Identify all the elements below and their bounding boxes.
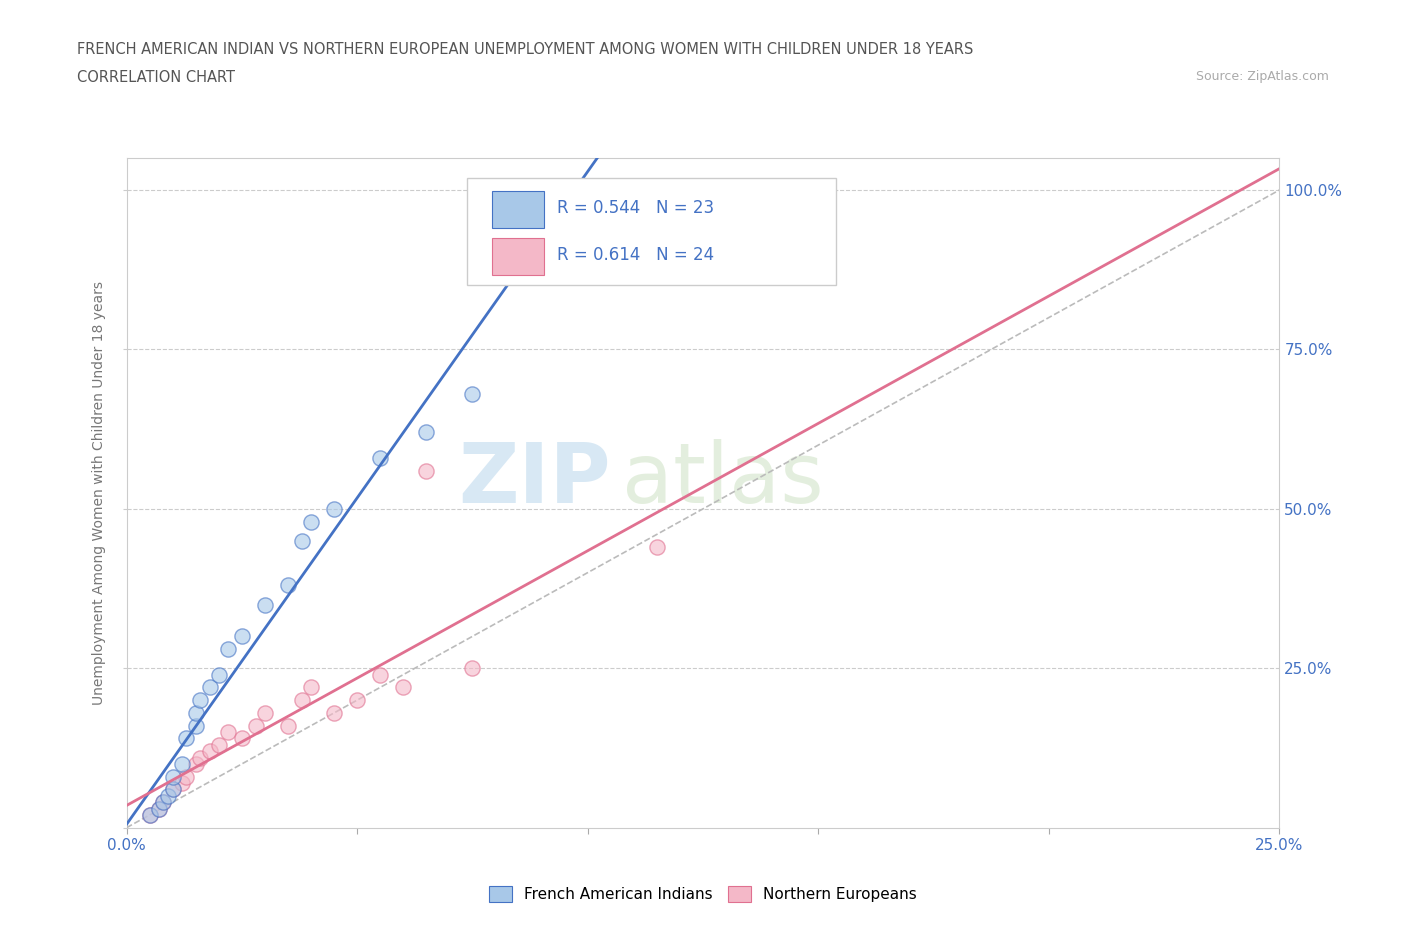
Point xyxy=(152,795,174,810)
Point xyxy=(208,737,231,752)
Y-axis label: Unemployment Among Women with Children Under 18 years: Unemployment Among Women with Children U… xyxy=(93,281,107,705)
Point xyxy=(299,514,322,529)
Text: atlas: atlas xyxy=(623,439,824,520)
Point xyxy=(138,807,160,822)
Text: R = 0.614   N = 24: R = 0.614 N = 24 xyxy=(557,246,714,264)
Point xyxy=(162,782,184,797)
Point xyxy=(323,706,346,721)
Point xyxy=(645,539,668,554)
Point xyxy=(415,425,437,440)
Point xyxy=(253,706,276,721)
Point xyxy=(231,629,253,644)
Point xyxy=(277,718,299,733)
Point xyxy=(231,731,253,746)
Text: R = 0.544   N = 23: R = 0.544 N = 23 xyxy=(557,199,714,217)
Point xyxy=(461,661,484,676)
Point xyxy=(415,463,437,478)
Point xyxy=(208,667,231,682)
Point xyxy=(392,680,415,695)
Point xyxy=(198,744,221,759)
Bar xyxy=(492,191,544,228)
Point xyxy=(217,642,239,657)
Point xyxy=(170,756,193,771)
Point xyxy=(188,751,211,765)
Point xyxy=(245,718,267,733)
Point xyxy=(368,667,391,682)
Point xyxy=(323,501,346,516)
Point xyxy=(176,731,198,746)
Point xyxy=(198,680,221,695)
Point xyxy=(170,776,193,790)
Point xyxy=(188,693,211,708)
Point xyxy=(184,756,207,771)
Point xyxy=(217,724,239,739)
Point xyxy=(148,801,170,816)
Point xyxy=(157,789,180,804)
Point xyxy=(291,533,314,548)
Point xyxy=(184,718,207,733)
Point xyxy=(299,680,322,695)
Legend: French American Indians, Northern Europeans: French American Indians, Northern Europe… xyxy=(482,880,924,909)
Point xyxy=(461,387,484,402)
Point xyxy=(148,801,170,816)
Point xyxy=(277,578,299,592)
Point xyxy=(162,782,184,797)
Text: FRENCH AMERICAN INDIAN VS NORTHERN EUROPEAN UNEMPLOYMENT AMONG WOMEN WITH CHILDR: FRENCH AMERICAN INDIAN VS NORTHERN EUROP… xyxy=(77,42,974,57)
FancyBboxPatch shape xyxy=(467,179,835,286)
Point xyxy=(368,450,391,465)
Text: Source: ZipAtlas.com: Source: ZipAtlas.com xyxy=(1195,70,1329,83)
Point xyxy=(176,769,198,784)
Text: ZIP: ZIP xyxy=(458,439,610,520)
Point xyxy=(184,706,207,721)
Point xyxy=(138,807,160,822)
Point xyxy=(346,693,368,708)
Bar xyxy=(492,238,544,274)
Point xyxy=(253,597,276,612)
Point xyxy=(162,769,184,784)
Point xyxy=(291,693,314,708)
Point xyxy=(152,795,174,810)
Text: CORRELATION CHART: CORRELATION CHART xyxy=(77,70,235,85)
